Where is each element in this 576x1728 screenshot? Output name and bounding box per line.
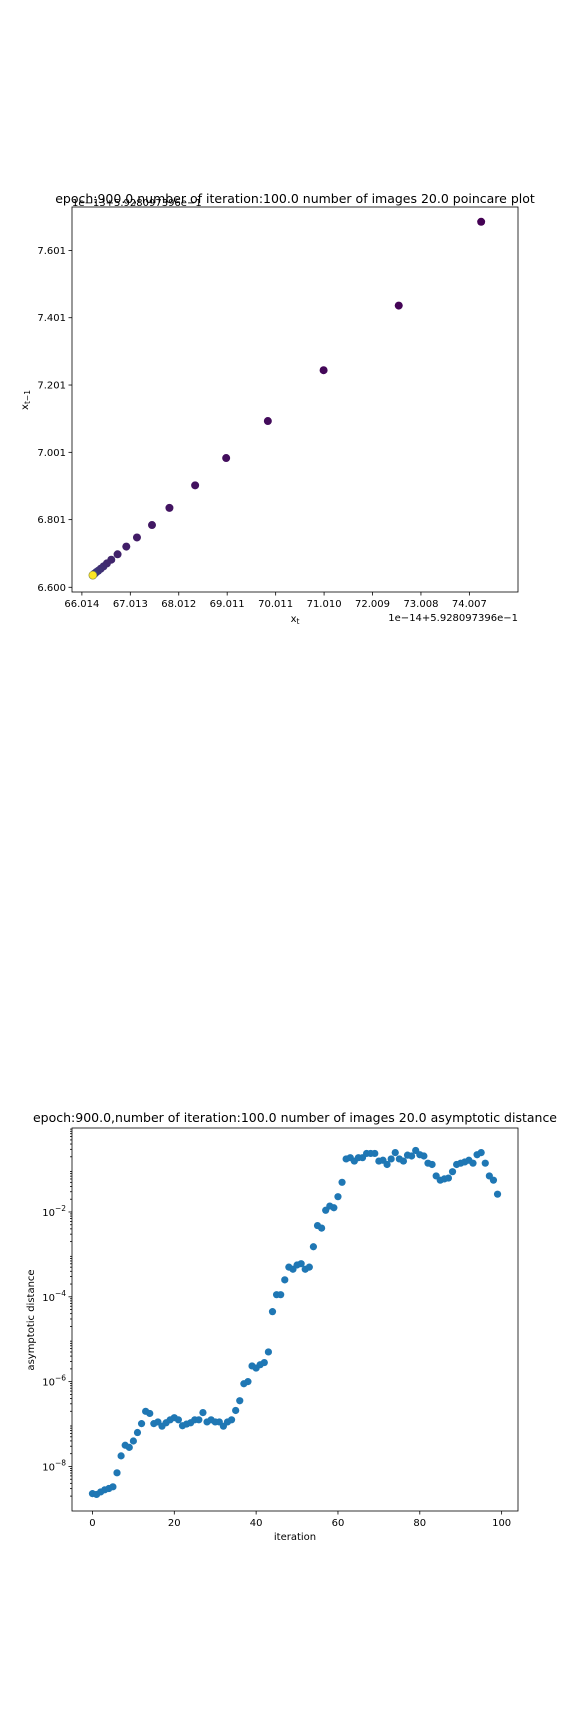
plot-frame xyxy=(71,1127,519,1512)
data-point xyxy=(263,417,272,426)
data-point xyxy=(489,1176,498,1184)
data-point xyxy=(109,1483,117,1491)
data-point xyxy=(125,1443,133,1451)
data-point xyxy=(129,1437,137,1445)
data-point xyxy=(448,1168,457,1176)
data-point xyxy=(477,1149,485,1157)
data-points xyxy=(88,217,486,580)
x-tick-label: 40 xyxy=(250,1518,263,1529)
asymptotic-distance-chart: epoch:900.0,number of iteration:100.0 nu… xyxy=(26,1110,557,1543)
data-point xyxy=(199,1408,207,1417)
data-point xyxy=(264,1348,273,1356)
data-point xyxy=(309,1243,318,1251)
y-tick-label: 7.001 xyxy=(37,448,66,459)
data-point xyxy=(444,1174,453,1182)
x-tick-label: 66.014 xyxy=(64,599,99,610)
data-point xyxy=(297,1260,305,1268)
y-axis-label: asymptotic distance xyxy=(26,1269,37,1370)
y-tick-label: 7.201 xyxy=(37,381,66,392)
data-point xyxy=(387,1155,395,1163)
data-point xyxy=(330,1204,338,1212)
data-points xyxy=(88,1146,502,1499)
data-point xyxy=(146,1409,154,1418)
data-point xyxy=(338,1178,346,1186)
data-point xyxy=(383,1160,391,1169)
y-tick-label: 10−6 xyxy=(42,1374,66,1389)
x-axis-label: xt xyxy=(291,614,300,626)
data-point xyxy=(222,454,231,463)
data-point xyxy=(260,1358,268,1367)
y-tick-label: 10−8 xyxy=(42,1458,66,1473)
data-point xyxy=(191,481,200,490)
x-tick-label: 68.012 xyxy=(161,599,196,610)
x-tick-label: 100 xyxy=(492,1518,511,1529)
x-tick-label: 80 xyxy=(413,1518,426,1529)
data-point xyxy=(493,1190,502,1198)
data-point xyxy=(371,1149,379,1158)
y-tick-label: 6.600 xyxy=(37,583,66,594)
data-point xyxy=(147,521,156,530)
data-point xyxy=(174,1416,182,1424)
data-point xyxy=(236,1397,244,1405)
data-point xyxy=(305,1263,313,1271)
data-point xyxy=(469,1159,477,1167)
data-point xyxy=(317,1224,326,1232)
data-point xyxy=(319,366,328,375)
y-tick-label: 7.601 xyxy=(37,246,66,257)
y-tick-label: 6.801 xyxy=(37,515,66,526)
x-axis-ticks: 66.014 67.013 68.012 69.011 70.011 71.010 72.0… xyxy=(64,592,487,610)
poincare-chart: epoch:900.0,number of iteration:100.0 nu… xyxy=(20,191,535,626)
x-tick-label: 72.009 xyxy=(355,599,390,610)
x-axis-label: iteration xyxy=(274,1532,316,1543)
data-point xyxy=(133,1428,142,1437)
data-point xyxy=(88,570,98,580)
data-point xyxy=(334,1193,342,1201)
data-point xyxy=(195,1416,203,1424)
data-point xyxy=(137,1420,146,1428)
data-point xyxy=(391,1149,399,1157)
data-point xyxy=(408,1152,416,1160)
y-axis-ticks: 6.600 6.801 7.001 7.201 7.401 7.601 xyxy=(37,246,72,594)
chart-title: epoch:900.0,number of iteration:100.0 nu… xyxy=(33,1110,557,1125)
data-point xyxy=(420,1152,428,1160)
x-axis-ticks: 0 20 40 60 80 100 xyxy=(89,1511,511,1529)
data-point xyxy=(399,1157,408,1165)
data-point xyxy=(165,503,174,512)
x-tick-label: 0 xyxy=(89,1518,95,1529)
y-tick-label: 7.401 xyxy=(37,313,66,324)
x-tick-label: 71.010 xyxy=(307,599,342,610)
y-offset-text: 1e−13+5.928097396e−1 xyxy=(72,198,202,209)
data-point xyxy=(113,1469,121,1477)
x-offset-text: 1e−14+5.928097396e−1 xyxy=(388,613,518,624)
x-tick-label: 60 xyxy=(332,1518,345,1529)
x-tick-label: 67.013 xyxy=(113,599,148,610)
data-point xyxy=(428,1160,436,1169)
x-tick-label: 74.007 xyxy=(452,599,487,610)
y-tick-label: 10−2 xyxy=(42,1204,66,1219)
data-point xyxy=(122,542,131,551)
data-point xyxy=(268,1308,277,1316)
data-point xyxy=(244,1378,252,1386)
y-tick-label: 10−4 xyxy=(42,1289,66,1304)
data-point xyxy=(132,533,141,542)
y-axis-ticks: 10−8 10−6 10−4 10−2 xyxy=(42,1128,72,1497)
data-point xyxy=(227,1416,236,1424)
data-point xyxy=(113,550,122,559)
x-tick-label: 70.011 xyxy=(258,599,293,610)
chart-title: epoch:900.0,number of iteration:100.0 nu… xyxy=(55,191,535,206)
data-point xyxy=(477,217,486,226)
y-axis-label: xt−1 xyxy=(20,390,32,410)
x-tick-label: 73.008 xyxy=(403,599,438,610)
data-point xyxy=(277,1291,285,1299)
data-point xyxy=(281,1276,289,1284)
data-point xyxy=(232,1406,240,1415)
data-point xyxy=(394,301,403,310)
data-point xyxy=(117,1452,125,1460)
plot-frame xyxy=(71,206,519,593)
data-point xyxy=(481,1159,489,1167)
x-tick-label: 69.011 xyxy=(210,599,245,610)
x-tick-label: 20 xyxy=(168,1518,181,1529)
